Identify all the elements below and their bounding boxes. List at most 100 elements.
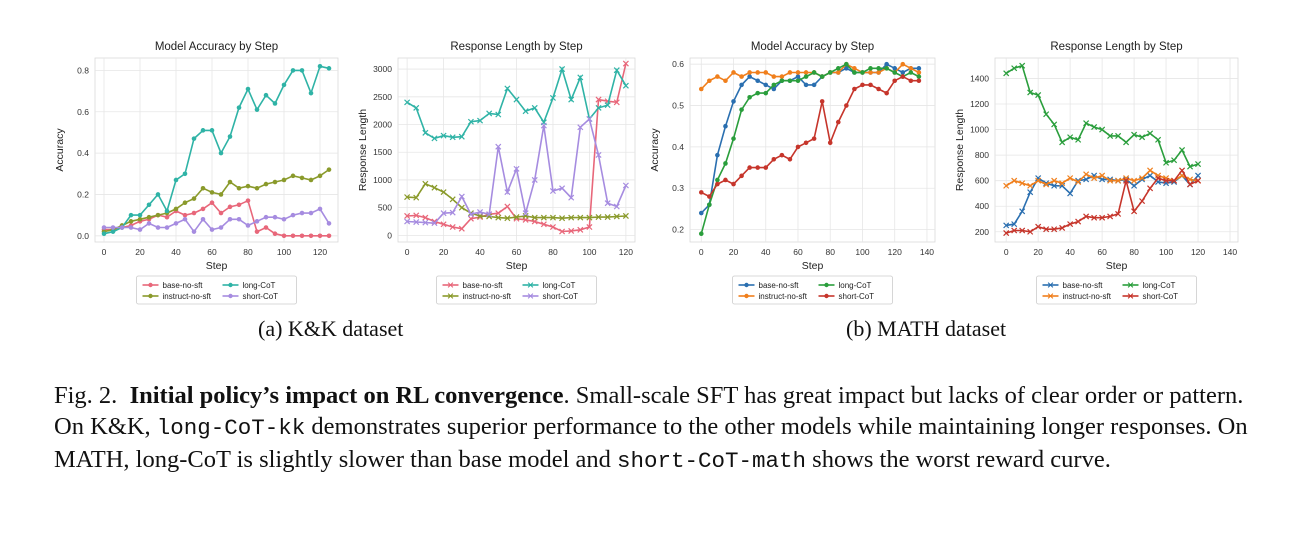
legend-label: base-no-sft bbox=[463, 281, 504, 290]
legend-marker bbox=[228, 282, 233, 288]
series-instruct-no-sft bbox=[101, 167, 332, 234]
legend-marker bbox=[1127, 282, 1134, 288]
data-point bbox=[1019, 227, 1026, 234]
data-point bbox=[495, 143, 502, 150]
data-point bbox=[227, 179, 233, 185]
caption-text-2: demonstrates superior performance to the… bbox=[54, 413, 1248, 473]
legend-box bbox=[136, 275, 297, 305]
data-point bbox=[182, 171, 188, 177]
data-point bbox=[892, 70, 898, 75]
x-tick-label: 100 bbox=[1159, 247, 1173, 257]
data-point bbox=[723, 78, 728, 84]
data-point bbox=[504, 203, 511, 210]
data-point bbox=[504, 85, 511, 92]
data-point bbox=[404, 212, 411, 219]
legend-entry: short-CoT bbox=[222, 292, 279, 301]
data-point bbox=[1067, 175, 1074, 182]
data-point bbox=[622, 212, 629, 219]
legend-label: short-CoT bbox=[243, 292, 279, 301]
legend-entry: long-CoT bbox=[1122, 281, 1176, 290]
data-point bbox=[209, 227, 215, 232]
data-point bbox=[326, 221, 332, 226]
data-point bbox=[155, 192, 161, 197]
y-tick-label: 3000 bbox=[373, 64, 392, 74]
legend-entry: short-CoT bbox=[1122, 292, 1178, 301]
data-point bbox=[577, 74, 584, 81]
data-point bbox=[844, 103, 849, 108]
data-point bbox=[779, 152, 785, 158]
chart-3: 0 20 40 60 80 100 120 140 0.2 0.3 0.4 0.5 0.6 Model A… bbox=[649, 41, 936, 305]
x-axis-label: Step bbox=[1106, 260, 1128, 272]
x-tick-label: 80 bbox=[548, 247, 558, 257]
data-point bbox=[449, 209, 456, 216]
legend-entry: instruct-no-sft bbox=[142, 292, 212, 301]
data-point bbox=[577, 226, 584, 233]
data-point bbox=[868, 66, 873, 71]
data-point bbox=[852, 86, 857, 92]
data-point bbox=[1075, 177, 1082, 184]
chart-title: Response Length by Step bbox=[1050, 41, 1182, 53]
subcaption-b: (b) MATH dataset bbox=[846, 316, 1007, 341]
y-tick-label: 2000 bbox=[373, 120, 392, 130]
y-tick-label: 800 bbox=[975, 150, 989, 160]
data-point bbox=[449, 196, 456, 203]
data-point bbox=[467, 118, 474, 125]
data-point bbox=[852, 66, 857, 71]
data-point bbox=[1059, 182, 1066, 189]
series-long-CoT bbox=[101, 63, 332, 237]
y-tick-label: 1000 bbox=[373, 175, 392, 185]
data-point bbox=[568, 227, 575, 234]
y-tick-label: 400 bbox=[975, 201, 989, 211]
data-point bbox=[916, 78, 922, 84]
data-point bbox=[811, 70, 817, 75]
legend-box bbox=[732, 275, 893, 305]
data-point bbox=[577, 214, 584, 221]
data-point bbox=[513, 165, 520, 172]
data-point bbox=[308, 177, 314, 183]
data-point bbox=[568, 194, 575, 201]
data-point bbox=[876, 86, 881, 92]
data-point bbox=[440, 189, 447, 196]
data-point bbox=[191, 196, 197, 201]
data-point bbox=[155, 225, 161, 230]
chart-title: Model Accuracy by Step bbox=[751, 41, 874, 53]
data-point bbox=[254, 107, 260, 112]
x-tick-label: 20 bbox=[135, 247, 145, 257]
data-point bbox=[272, 231, 278, 237]
data-point bbox=[1147, 185, 1154, 192]
x-tick-label: 0 bbox=[1004, 247, 1009, 257]
legend-box bbox=[436, 275, 597, 305]
data-point bbox=[1051, 226, 1058, 233]
data-point bbox=[803, 70, 809, 75]
data-point bbox=[1003, 230, 1010, 237]
data-point bbox=[739, 173, 744, 179]
data-point bbox=[1131, 182, 1138, 189]
data-point bbox=[200, 216, 206, 222]
data-point bbox=[440, 221, 447, 228]
data-point bbox=[868, 70, 873, 75]
data-point bbox=[1003, 70, 1010, 77]
legend-label: base-no-sft bbox=[759, 281, 800, 290]
series-instruct-no-sft bbox=[404, 180, 629, 222]
data-point bbox=[1011, 221, 1018, 228]
data-point bbox=[1099, 126, 1106, 133]
data-point bbox=[595, 104, 602, 111]
data-point bbox=[747, 74, 752, 79]
data-point bbox=[1139, 134, 1146, 141]
plot-area bbox=[94, 57, 339, 243]
data-point bbox=[404, 194, 411, 201]
data-point bbox=[1123, 177, 1130, 184]
data-point bbox=[747, 165, 752, 170]
data-point bbox=[513, 214, 520, 221]
data-point bbox=[1067, 190, 1074, 197]
legend-box bbox=[1036, 275, 1197, 305]
data-point bbox=[852, 70, 857, 75]
data-point bbox=[604, 214, 611, 221]
data-point bbox=[586, 214, 593, 221]
series-line bbox=[700, 75, 919, 198]
y-tick-label: 2500 bbox=[373, 92, 392, 102]
data-point bbox=[787, 70, 793, 75]
legend-label: long-CoT bbox=[243, 281, 276, 290]
data-point bbox=[698, 231, 704, 237]
legend-entry: base-no-sft bbox=[442, 281, 504, 290]
